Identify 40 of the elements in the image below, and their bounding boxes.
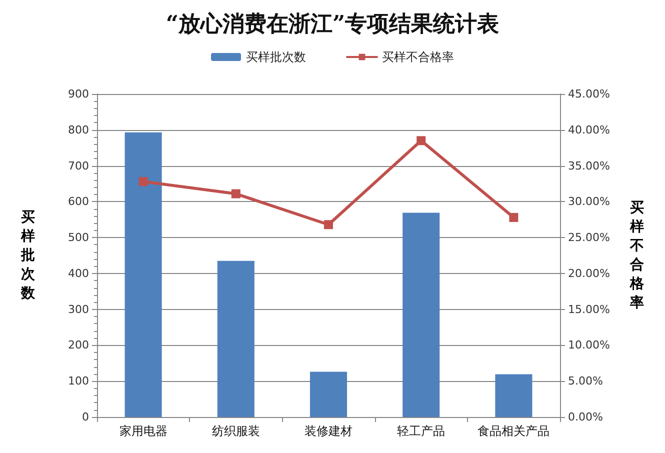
y2-axis-title: 买样不合格率 bbox=[629, 200, 645, 311]
x-tick-label: 装修建材 bbox=[304, 424, 352, 438]
y2-tick-label: 30.00% bbox=[568, 195, 610, 208]
x-tick-label: 纺织服装 bbox=[212, 424, 260, 438]
y-axis-title: 买样批次数 bbox=[20, 210, 36, 302]
y2-tick-label: 25.00% bbox=[568, 231, 610, 244]
y2-tick-label: 40.00% bbox=[568, 123, 610, 136]
y2-tick-label: 5.00% bbox=[568, 374, 603, 388]
y2-tick-label: 35.00% bbox=[568, 159, 610, 172]
point bbox=[231, 189, 240, 198]
legend-label: 买样批次数 bbox=[246, 50, 306, 64]
y-tick-label: 0 bbox=[82, 410, 89, 424]
y-tick-label: 700 bbox=[68, 159, 89, 172]
x-tick-label: 家用电器 bbox=[119, 424, 168, 438]
y2-tick-label: 20.00% bbox=[568, 266, 610, 280]
bar bbox=[124, 132, 162, 417]
y-tick-label: 100 bbox=[68, 374, 89, 388]
y-tick-label: 300 bbox=[68, 302, 89, 316]
y2-tick-label: 45.00% bbox=[568, 88, 610, 100]
legend-label: 买样不合格率 bbox=[382, 50, 454, 64]
point bbox=[138, 177, 148, 186]
point bbox=[509, 212, 518, 222]
point bbox=[416, 136, 426, 146]
y-tick-label: 800 bbox=[68, 123, 89, 136]
y-tick-label: 900 bbox=[68, 88, 89, 100]
y-tick-label: 400 bbox=[68, 266, 89, 280]
y-tick-label: 600 bbox=[68, 195, 89, 208]
y-tick-label: 200 bbox=[68, 338, 89, 352]
bar bbox=[495, 374, 532, 417]
x-tick-label: 轻工产品 bbox=[397, 424, 446, 438]
y-tick-label: 500 bbox=[68, 231, 89, 244]
bar bbox=[217, 260, 254, 417]
y2-tick-label: 10.00% bbox=[568, 338, 610, 352]
chart-title: “放心消费在浙江”专项结果统计表 bbox=[166, 11, 500, 37]
bar bbox=[310, 372, 348, 417]
point bbox=[324, 220, 333, 230]
y2-tick-label: 15.00% bbox=[568, 302, 610, 316]
x-tick-label: 食品相关产品 bbox=[478, 424, 550, 438]
bar bbox=[402, 212, 440, 417]
y2-tick-label: 0.00% bbox=[568, 410, 603, 424]
